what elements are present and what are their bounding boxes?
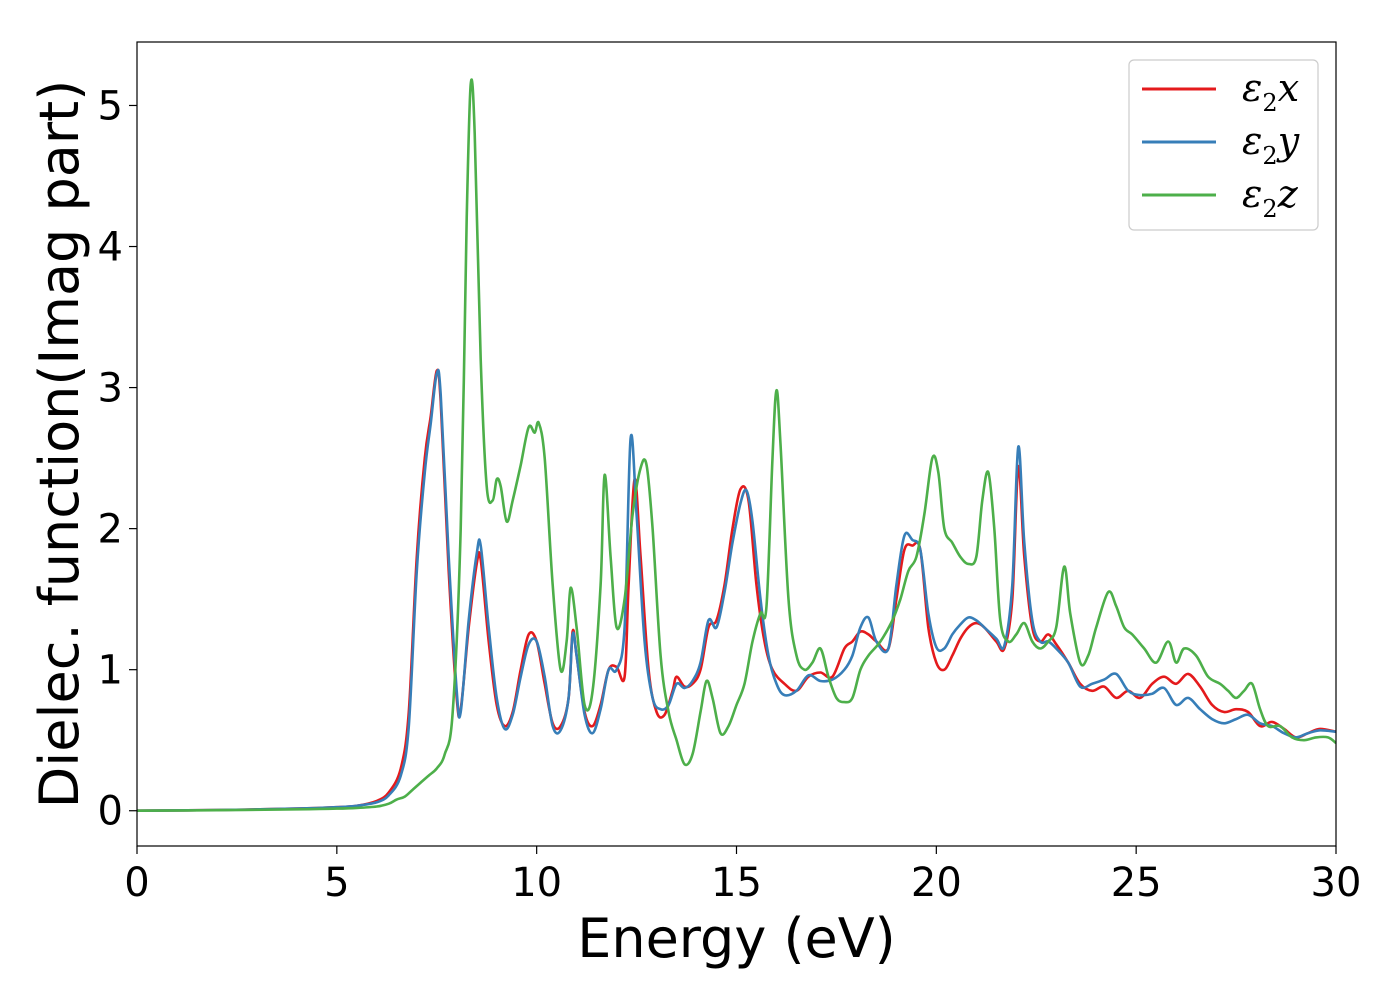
legend-label-z: ε2z (1242, 172, 1299, 223)
series-line-y (137, 368, 1336, 812)
x-tick-label: 0 (124, 860, 149, 906)
x-axis: 0 5 10 15 20 25 30 (124, 846, 1361, 906)
legend-label-y: ε2y (1242, 119, 1300, 170)
y-axis-title: Dielec. function(Imag part) (28, 80, 91, 809)
x-tick-label: 5 (324, 860, 349, 906)
y-tick-label: 2 (98, 507, 123, 553)
legend-label-x: ε2x (1242, 66, 1299, 117)
x-axis-title: Energy (eV) (577, 907, 896, 970)
x-tick-label: 30 (1311, 860, 1362, 906)
y-tick-label: 3 (98, 366, 123, 412)
y-tick-label: 0 (98, 789, 123, 835)
y-axis: 0 1 2 3 4 5 (98, 83, 137, 835)
x-tick-label: 25 (1111, 860, 1162, 906)
y-tick-label: 5 (98, 83, 123, 129)
legend-box (1128, 59, 1319, 231)
x-tick-label: 20 (911, 860, 962, 906)
y-tick-label: 4 (98, 225, 123, 271)
x-tick-label: 10 (511, 860, 562, 906)
x-tick-label: 15 (711, 860, 762, 906)
series-line-z (137, 78, 1336, 812)
y-tick-label: 1 (98, 648, 123, 694)
plot-lines (137, 78, 1336, 812)
series-line-x (137, 368, 1336, 812)
